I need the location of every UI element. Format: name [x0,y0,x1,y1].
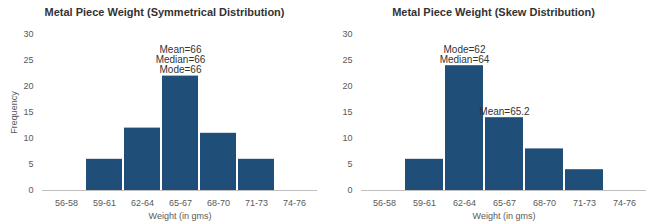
svg-text:56-58: 56-58 [373,198,396,208]
svg-text:20: 20 [23,81,33,91]
svg-text:62-64: 62-64 [453,198,476,208]
html-text:Metal Piece Weight (Skew Distr: Metal Piece Weight (Skew Distribution) [392,6,595,18]
svg-text:30: 30 [23,29,33,39]
svg-text:65-67: 65-67 [493,198,516,208]
svg-text:71-73: 71-73 [245,198,268,208]
svg-text:Frequency: Frequency [9,91,19,134]
svg-text:5: 5 [28,159,33,169]
svg-text:30: 30 [342,29,352,39]
svg-text:0: 0 [28,185,33,195]
svg-text:20: 20 [342,81,352,91]
svg-text:5: 5 [347,159,352,169]
svg-text:25: 25 [342,55,352,65]
html-text:Metal Piece Weight (Symmetrica: Metal Piece Weight (Symmetrical Distribu… [44,6,285,18]
svg-text:Weight (in gms): Weight (in gms) [149,211,212,221]
svg-text:62-64: 62-64 [131,198,154,208]
svg-text:Mean=65.2: Mean=65.2 [479,106,530,117]
svg-text:71-73: 71-73 [573,198,596,208]
svg-text:59-61: 59-61 [413,198,436,208]
svg-text:74-76: 74-76 [283,198,306,208]
svg-text:10: 10 [342,133,352,143]
svg-text:74-76: 74-76 [613,198,636,208]
svg-text:0: 0 [347,185,352,195]
svg-text:10: 10 [23,133,33,143]
svg-text:68-70: 68-70 [207,198,230,208]
svg-text:25: 25 [23,55,33,65]
svg-text:56-58: 56-58 [55,198,78,208]
svg-text:68-70: 68-70 [533,198,556,208]
svg-text:65-67: 65-67 [169,198,192,208]
svg-text:Mode=62Median=64: Mode=62Median=64 [440,44,490,65]
svg-text:15: 15 [342,107,352,117]
svg-text:59-61: 59-61 [93,198,116,208]
svg-text:15: 15 [23,107,33,117]
svg-text:Weight (in gms): Weight (in gms) [473,211,536,221]
svg-text:Mean=66Median=66Mode=66: Mean=66Median=66Mode=66 [156,44,206,75]
